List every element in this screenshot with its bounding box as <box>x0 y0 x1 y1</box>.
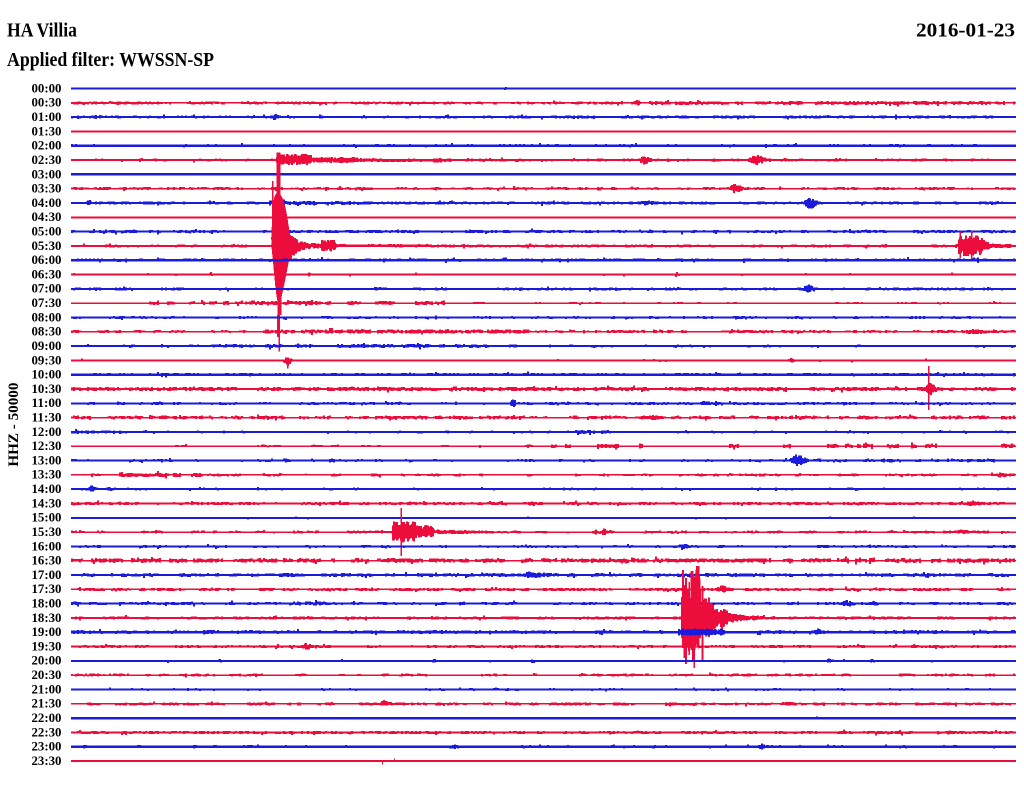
svg-text:01:30: 01:30 <box>32 123 62 138</box>
svg-text:15:30: 15:30 <box>32 524 62 539</box>
svg-text:18:00: 18:00 <box>32 596 62 611</box>
svg-text:03:00: 03:00 <box>32 166 62 181</box>
svg-text:10:30: 10:30 <box>32 381 62 396</box>
svg-text:21:30: 21:30 <box>32 696 62 711</box>
svg-text:00:30: 00:30 <box>32 95 62 110</box>
svg-text:19:30: 19:30 <box>32 638 62 653</box>
svg-text:14:30: 14:30 <box>32 495 62 510</box>
svg-text:13:00: 13:00 <box>32 452 62 467</box>
svg-text:HHZ - 50000: HHZ - 50000 <box>6 383 22 467</box>
svg-text:12:00: 12:00 <box>32 424 62 439</box>
svg-text:23:00: 23:00 <box>32 739 62 754</box>
svg-text:17:00: 17:00 <box>32 567 62 582</box>
svg-text:04:00: 04:00 <box>32 195 62 210</box>
svg-text:06:30: 06:30 <box>32 266 62 281</box>
svg-text:12:30: 12:30 <box>32 438 62 453</box>
svg-text:01:00: 01:00 <box>32 109 62 124</box>
svg-text:02:00: 02:00 <box>32 138 62 153</box>
svg-text:20:00: 20:00 <box>32 653 62 668</box>
svg-text:05:00: 05:00 <box>32 224 62 239</box>
svg-text:07:30: 07:30 <box>32 295 62 310</box>
svg-text:17:30: 17:30 <box>32 581 62 596</box>
svg-text:15:00: 15:00 <box>32 510 62 525</box>
svg-text:19:00: 19:00 <box>32 624 62 639</box>
svg-text:Applied filter: WWSSN-SP: Applied filter: WWSSN-SP <box>7 49 214 71</box>
svg-text:09:30: 09:30 <box>32 352 62 367</box>
svg-text:08:30: 08:30 <box>32 324 62 339</box>
svg-text:06:00: 06:00 <box>32 252 62 267</box>
svg-text:00:00: 00:00 <box>32 80 62 95</box>
svg-text:02:30: 02:30 <box>32 152 62 167</box>
svg-text:04:30: 04:30 <box>32 209 62 224</box>
svg-text:08:00: 08:00 <box>32 309 62 324</box>
svg-text:21:00: 21:00 <box>32 681 62 696</box>
svg-text:14:00: 14:00 <box>32 481 62 496</box>
svg-text:10:00: 10:00 <box>32 367 62 382</box>
svg-text:11:30: 11:30 <box>32 410 62 425</box>
svg-text:HA Villia: HA Villia <box>7 20 77 42</box>
svg-text:07:00: 07:00 <box>32 281 62 296</box>
svg-text:03:30: 03:30 <box>32 181 62 196</box>
svg-text:18:30: 18:30 <box>32 610 62 625</box>
svg-text:16:00: 16:00 <box>32 538 62 553</box>
svg-text:13:30: 13:30 <box>32 467 62 482</box>
svg-text:23:30: 23:30 <box>32 753 62 768</box>
svg-text:11:00: 11:00 <box>32 395 62 410</box>
svg-text:22:30: 22:30 <box>32 724 62 739</box>
svg-text:09:00: 09:00 <box>32 338 62 353</box>
svg-text:16:30: 16:30 <box>32 553 62 568</box>
svg-text:22:00: 22:00 <box>32 710 62 725</box>
svg-text:20:30: 20:30 <box>32 667 62 682</box>
svg-text:2016-01-23: 2016-01-23 <box>916 20 1015 42</box>
svg-text:05:30: 05:30 <box>32 238 62 253</box>
